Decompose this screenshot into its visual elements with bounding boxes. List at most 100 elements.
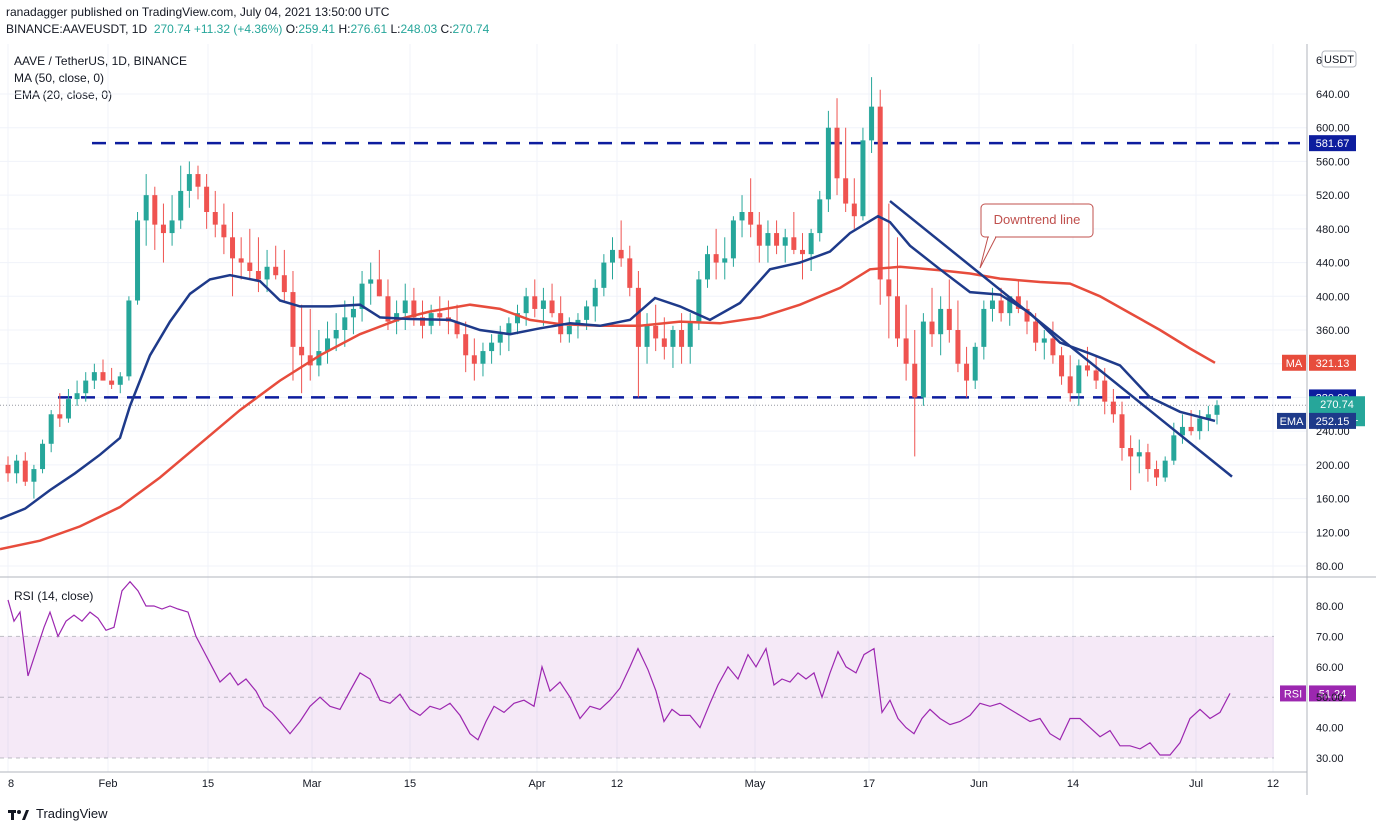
candle-body (843, 178, 849, 204)
candle-body (1076, 365, 1082, 394)
candle-body (523, 296, 529, 314)
candle-body (825, 127, 831, 200)
tradingview-icon (8, 809, 29, 820)
rsi-tick: 70.00 (1316, 631, 1344, 643)
pair-title: AAVE / TetherUS, 1D, BINANCE (14, 54, 187, 68)
callout-box (980, 203, 1094, 238)
candle-body (471, 355, 477, 364)
candle-body (411, 300, 417, 318)
candle-body (592, 287, 598, 307)
candle-body (489, 342, 495, 352)
candle-body (264, 266, 270, 280)
candle-body (1136, 452, 1142, 457)
candle-body (109, 380, 115, 385)
symbol-name: BINANCE:AAVEUSDT, 1D (6, 22, 148, 36)
candle-body (1102, 380, 1108, 402)
candle-body (782, 237, 788, 246)
candle-body (661, 338, 667, 347)
candle-body (247, 262, 253, 271)
candle-body (497, 334, 503, 343)
price-tick: 520.00 (1316, 190, 1350, 202)
candle-body (204, 186, 210, 212)
ema-value-label-bg (1309, 412, 1356, 429)
ema20-line (0, 214, 1216, 520)
time-tick: 14 (1067, 778, 1079, 790)
candle-body (195, 174, 201, 187)
candle-body (515, 313, 521, 324)
candle-body (221, 224, 227, 238)
price-tick: 400.00 (1316, 291, 1350, 303)
candle-body (74, 393, 80, 400)
callout-pointer (979, 236, 997, 269)
candle-body (178, 190, 184, 221)
price-tick: 160.00 (1316, 494, 1350, 506)
candle-body (869, 106, 875, 141)
ma-value-label-bg (1309, 354, 1356, 371)
candle-body (359, 283, 365, 309)
candle-body (1033, 321, 1039, 343)
time-tick: 15 (202, 778, 214, 790)
price-tick: 360.00 (1316, 325, 1350, 337)
time-tick: Mar (303, 778, 322, 790)
rsi-tag-bg (1280, 685, 1306, 702)
grid (0, 44, 1307, 772)
tradingview-logo[interactable]: TradingView (8, 806, 108, 821)
candle-body (679, 330, 685, 347)
candle-body (946, 308, 952, 330)
time-tick: Jun (970, 778, 988, 790)
candle-body (325, 338, 331, 352)
candle-body (739, 212, 745, 221)
price-change: +11.32 (+4.36%) (193, 22, 283, 36)
rsi-axis: 30.00 40.00 50.00 60.00 70.00 80.00 (1316, 601, 1344, 765)
candle-body (454, 321, 460, 335)
ma50-line (0, 265, 1216, 551)
candle-body (799, 249, 805, 255)
candle-body (385, 296, 391, 322)
candle-body (22, 460, 28, 482)
rsi-tag: RSI (1284, 688, 1302, 700)
candle-body (955, 330, 961, 364)
candle-body (989, 300, 995, 309)
candle-body (886, 279, 892, 297)
candle-body (653, 325, 659, 339)
candle-body (1154, 469, 1160, 478)
candle-body (566, 325, 572, 335)
candle-body (1145, 452, 1151, 470)
rsi-line (7, 580, 1231, 756)
price-tick: 80.00 (1316, 561, 1344, 573)
candle-body (299, 346, 305, 356)
candle-body (1015, 296, 1021, 309)
candle-body (5, 464, 11, 474)
candle-body (1024, 308, 1030, 322)
candle-body (704, 254, 710, 280)
candle-body (65, 399, 71, 419)
price-tick: 480.00 (1316, 224, 1350, 236)
candle-body (31, 469, 37, 482)
price-tick: 640.00 (1316, 89, 1350, 101)
time-tick: Feb (99, 778, 118, 790)
candle-body (817, 199, 823, 234)
candle-body (532, 296, 538, 309)
resistance-label: 581.67 (1316, 138, 1350, 150)
candle-body (376, 279, 382, 297)
candle-body (834, 127, 840, 179)
currency-label: USDT (1324, 54, 1354, 66)
candle-body (212, 212, 218, 225)
candle-body (860, 140, 866, 217)
candle-body (1041, 338, 1047, 343)
ohlc-high: 276.61 (350, 22, 388, 36)
candle-body (135, 220, 141, 301)
time-tick: Apr (528, 778, 545, 790)
candle-body (791, 237, 797, 250)
candle-body (40, 443, 46, 470)
candle-body (1188, 426, 1194, 432)
downtrend-line[interactable] (889, 200, 1233, 478)
time-tick: 17 (863, 778, 875, 790)
candle-body (506, 323, 512, 335)
rsi-band (0, 636, 1274, 758)
price-tick: 240.00 (1316, 426, 1350, 438)
price-tick: 120.00 (1316, 527, 1350, 539)
time-tick: May (745, 778, 766, 790)
candle-body (169, 220, 175, 234)
